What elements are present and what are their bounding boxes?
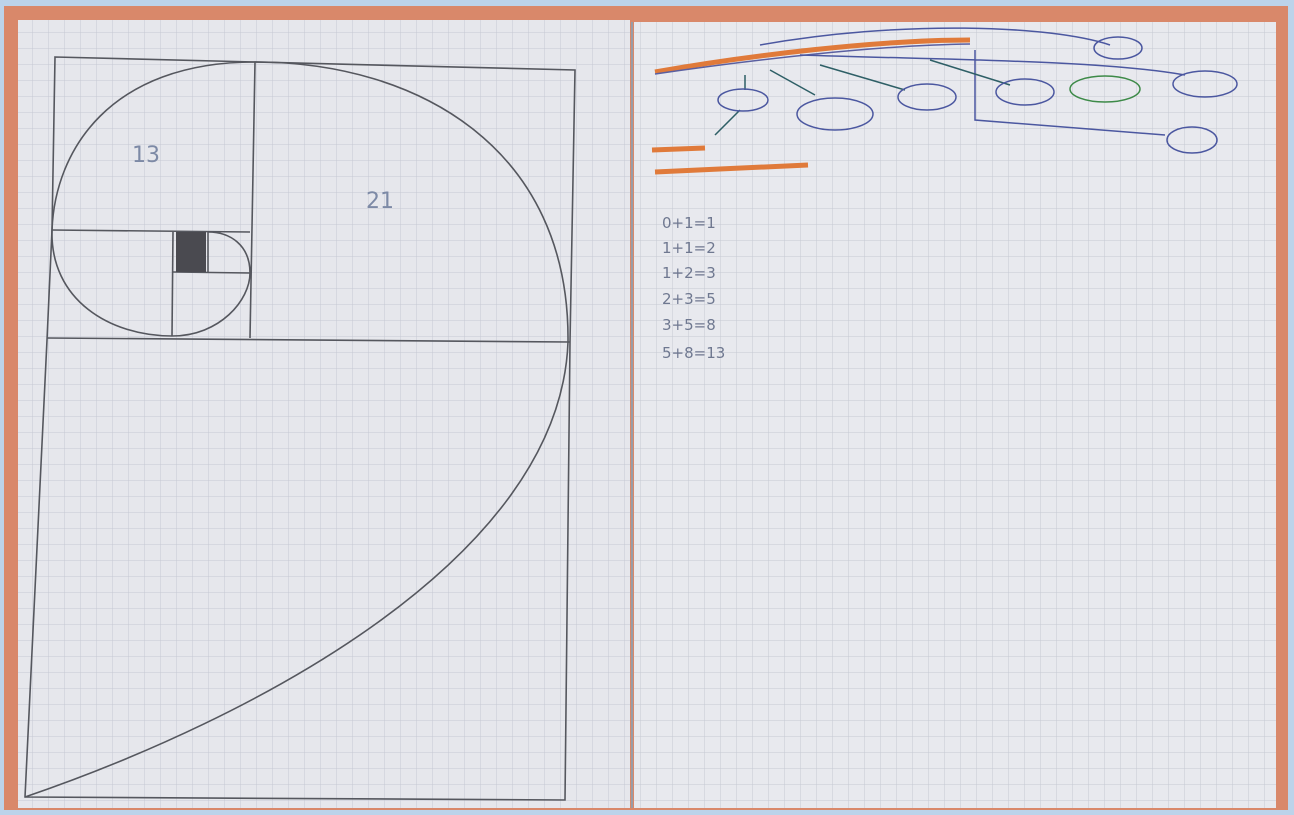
- scribble: [654, 43, 971, 75]
- divider: [249, 61, 256, 339]
- arrow: [714, 59, 1011, 136]
- bubble: [1069, 75, 1141, 103]
- equation: 1+1=2: [662, 239, 716, 257]
- bubble: [995, 78, 1055, 106]
- square-label: 13: [132, 143, 160, 168]
- equation: 1+2=3: [662, 264, 716, 282]
- equation: 5+8=13: [662, 344, 725, 362]
- equation: 0+1=1: [662, 214, 716, 232]
- equations: 0+1=1 1+1=2 1+2=3 2+3=5 3+5=8 5+8=13: [662, 214, 725, 362]
- bubble: [1093, 36, 1143, 60]
- spiral: [24, 61, 569, 798]
- underline: [651, 145, 809, 175]
- bubble: [717, 88, 769, 112]
- scribbles: [651, 27, 1238, 175]
- equation: 3+5=8: [662, 316, 716, 334]
- fibonacci-drawing: [24, 56, 576, 801]
- bubble: [796, 97, 874, 131]
- divider: [46, 337, 571, 343]
- scribble: [654, 37, 971, 75]
- bubble: [1166, 126, 1218, 154]
- divider: [51, 229, 251, 233]
- left-grid: [18, 20, 630, 808]
- square-label: 21: [366, 189, 394, 214]
- divider: [171, 231, 174, 337]
- smallest-squares: [176, 232, 206, 272]
- right-grid: [634, 22, 1276, 808]
- equation: 2+3=5: [662, 290, 716, 308]
- bubble: [1172, 70, 1238, 98]
- outer-rect: [24, 56, 576, 801]
- bubble: [897, 83, 957, 111]
- divider: [172, 271, 251, 274]
